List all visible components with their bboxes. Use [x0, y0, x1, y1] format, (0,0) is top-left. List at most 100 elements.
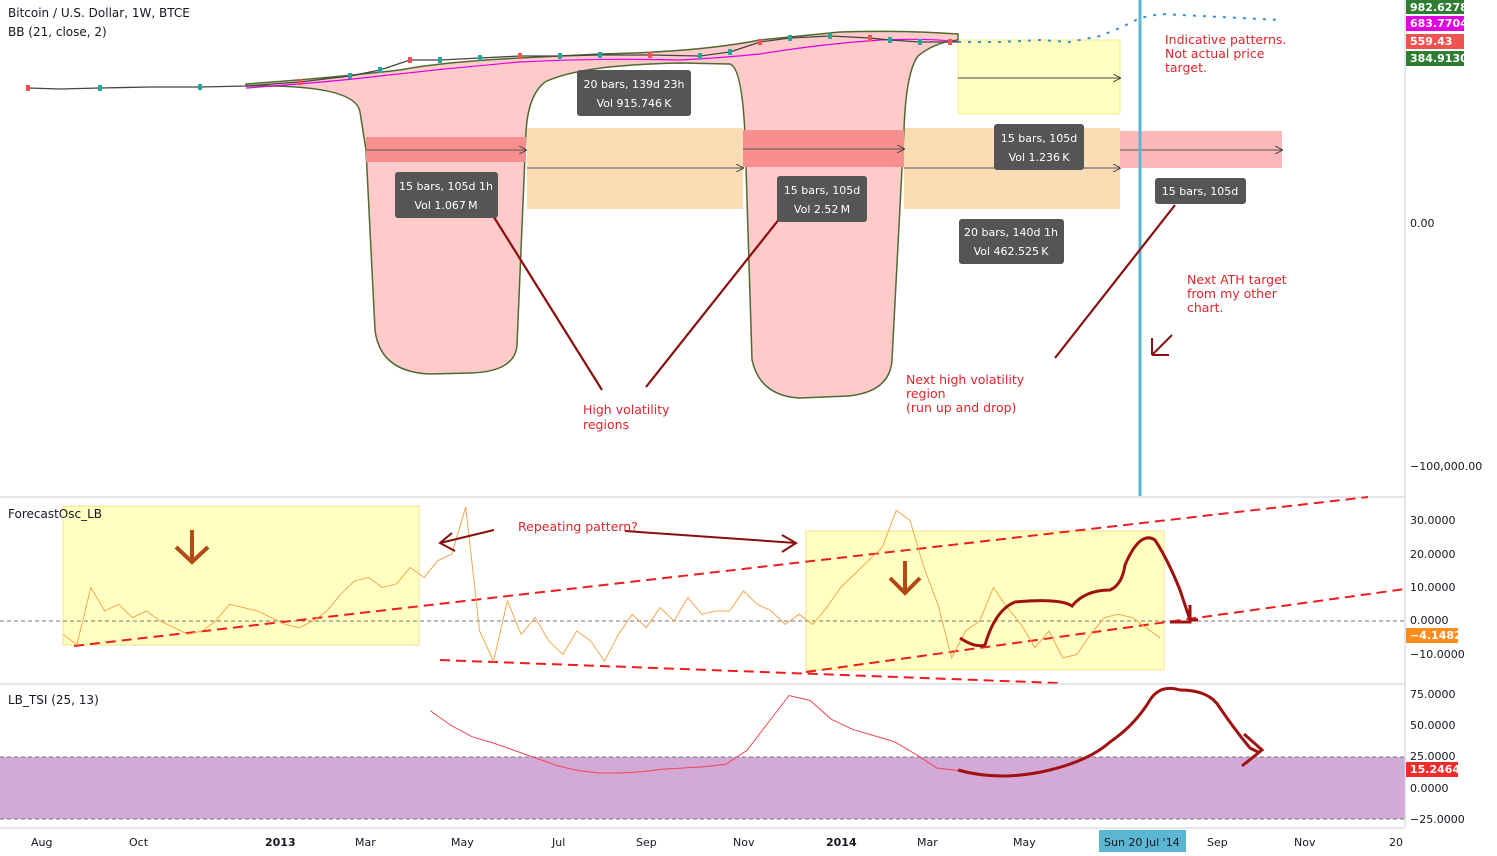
price-candle	[298, 79, 302, 85]
time-label-oct: Oct	[129, 836, 149, 849]
forecast-badge-label: −4.1482	[1410, 629, 1462, 642]
price-candle	[758, 39, 762, 45]
price-candle	[868, 35, 872, 41]
projection-box-yellow	[957, 39, 1121, 115]
info-box-2: 15 bars, 105d 1h Vol 1.067 M	[395, 172, 498, 218]
pointer-line-2	[645, 217, 781, 388]
price-badge-2-label: 683.7704	[1410, 17, 1468, 30]
price-candle	[198, 84, 202, 90]
time-axis[interactable]: Aug Oct 2013 Mar May Jul Sep Nov 2014 Ma…	[0, 827, 1405, 852]
price-candle	[598, 52, 602, 58]
price-candle	[438, 57, 442, 63]
time-label-2013: 2013	[265, 836, 296, 849]
annotation-next-vol-2: region	[906, 386, 946, 401]
repeat-arrow-left	[438, 529, 495, 552]
forecast-trend-1	[73, 496, 1369, 647]
forecast-title[interactable]: ForecastOsc_LB	[8, 507, 102, 521]
annotation-high-vol-2: regions	[583, 417, 629, 432]
annotation-indicative-2: Not actual price	[1165, 46, 1265, 61]
annotation-high-vol-1: High volatility	[583, 402, 670, 417]
info-box-4-line2: Vol 1.236 K	[1009, 151, 1071, 164]
candles	[26, 33, 952, 91]
info-box-3-line2: Vol 2.52 M	[794, 203, 850, 216]
price-pane[interactable]	[26, 0, 1282, 496]
price-badge-1: 982.6278	[1406, 0, 1468, 14]
price-candle	[728, 49, 732, 55]
price-badge-1-label: 982.6278	[1410, 1, 1468, 14]
info-box-3: 15 bars, 105d Vol 2.52 M	[777, 176, 867, 222]
forecast-tick-30: 30.0000	[1410, 514, 1456, 527]
tsi-tick-neg25: −25.0000	[1410, 813, 1465, 826]
price-candle	[518, 53, 522, 59]
time-highlight: Sun 20 Jul '14	[1099, 830, 1186, 852]
annotation-repeating: Repeating pattern?	[518, 519, 638, 534]
price-candle	[698, 53, 702, 59]
info-box-5: 20 bars, 140d 1h Vol 462.525 K	[959, 219, 1064, 264]
time-label-mar-2: Mar	[917, 836, 938, 849]
price-candle	[26, 85, 30, 91]
info-box-4-line1: 15 bars, 105d	[1001, 132, 1077, 145]
info-box-5-line1: 20 bars, 140d 1h	[964, 226, 1058, 239]
price-tick-neg: −100,000.00	[1410, 460, 1482, 473]
price-badge-2: 683.7704	[1406, 16, 1468, 31]
price-badge-4-label: 384.9130	[1410, 52, 1468, 65]
time-label-sep-2: Sep	[1207, 836, 1228, 849]
time-label-20: 20	[1389, 836, 1403, 849]
forecast-pane[interactable]: Repeating pattern? ForecastOsc_LB	[0, 496, 1406, 684]
tsi-badge: 15.2464	[1406, 762, 1460, 777]
info-box-5-line2: Vol 462.525 K	[974, 245, 1050, 258]
forecast-hand-drawn	[959, 536, 1198, 648]
time-label-jul: Jul	[551, 836, 565, 849]
tsi-tick-25: 25.0000	[1410, 750, 1456, 763]
annotations: High volatility regions Next high volati…	[583, 32, 1287, 432]
forecast-tick-10: 10.0000	[1410, 581, 1456, 594]
price-tick-0: 0.00	[1410, 217, 1435, 230]
info-box-3-line1: 15 bars, 105d	[784, 184, 860, 197]
time-label-2014: 2014	[826, 836, 857, 849]
time-label-aug: Aug	[31, 836, 52, 849]
price-candle	[828, 33, 832, 39]
tsi-pane[interactable]: LB_TSI (25, 13)	[0, 686, 1405, 820]
time-label-nov: Nov	[733, 836, 755, 849]
info-box-1-line1: 20 bars, 139d 23h	[584, 78, 685, 91]
annotation-indicative-3: target.	[1165, 60, 1207, 75]
price-candle	[948, 39, 952, 45]
ath-down-arrow	[1151, 334, 1173, 356]
forecast-badge: −4.1482	[1406, 628, 1462, 643]
time-label-mar: Mar	[355, 836, 376, 849]
price-scale[interactable]: 0.00 −100,000.00 982.6278 683.7704 559.4…	[1404, 0, 1482, 828]
info-box-1-line2: Vol 915.746 K	[597, 97, 673, 110]
annotation-ath-3: chart.	[1187, 300, 1223, 315]
tsi-tick-0: 0.0000	[1410, 782, 1449, 795]
tsi-title[interactable]: LB_TSI (25, 13)	[8, 693, 99, 707]
price-candle	[648, 52, 652, 58]
symbol-title[interactable]: Bitcoin / U.S. Dollar, 1W, BTCE	[8, 6, 190, 20]
down-arrow-icon-1	[174, 530, 210, 565]
price-candle	[98, 85, 102, 91]
forecast-tick-0: 0.0000	[1410, 614, 1449, 627]
annotation-indicative-1: Indicative patterns.	[1165, 32, 1286, 47]
annotation-ath-2: from my other	[1187, 286, 1278, 301]
forecast-tick-neg10: −10.0000	[1410, 648, 1465, 661]
info-box-2-line1: 15 bars, 105d 1h	[399, 180, 493, 193]
info-box-2-line2: Vol 1.067 M	[414, 199, 477, 212]
info-box-6: 15 bars, 105d	[1155, 178, 1246, 204]
tsi-series	[429, 694, 959, 774]
annotation-next-vol-1: Next high volatility	[906, 372, 1025, 387]
info-boxes: 20 bars, 139d 23h Vol 915.746 K 15 bars,…	[395, 70, 1246, 264]
forecast-highlight-box-1	[62, 505, 420, 646]
price-badge-3: 559.43	[1406, 34, 1464, 49]
bb-indicator-label[interactable]: BB (21, close, 2)	[8, 25, 107, 39]
forecast-trend-2	[439, 659, 1059, 684]
info-box-4: 15 bars, 105d Vol 1.236 K	[994, 124, 1084, 170]
annotation-ath-1: Next ATH target	[1187, 272, 1287, 287]
tsi-hand-drawn	[957, 686, 1265, 778]
price-candle	[918, 39, 922, 45]
projection-series	[958, 12, 1283, 44]
price-badge-3-label: 559.43	[1410, 35, 1452, 48]
info-box-6-line1: 15 bars, 105d	[1162, 185, 1238, 198]
pointer-line-3	[1054, 204, 1176, 359]
annotation-next-vol-3: (run up and drop)	[906, 400, 1016, 415]
tsi-zone	[0, 757, 1405, 819]
